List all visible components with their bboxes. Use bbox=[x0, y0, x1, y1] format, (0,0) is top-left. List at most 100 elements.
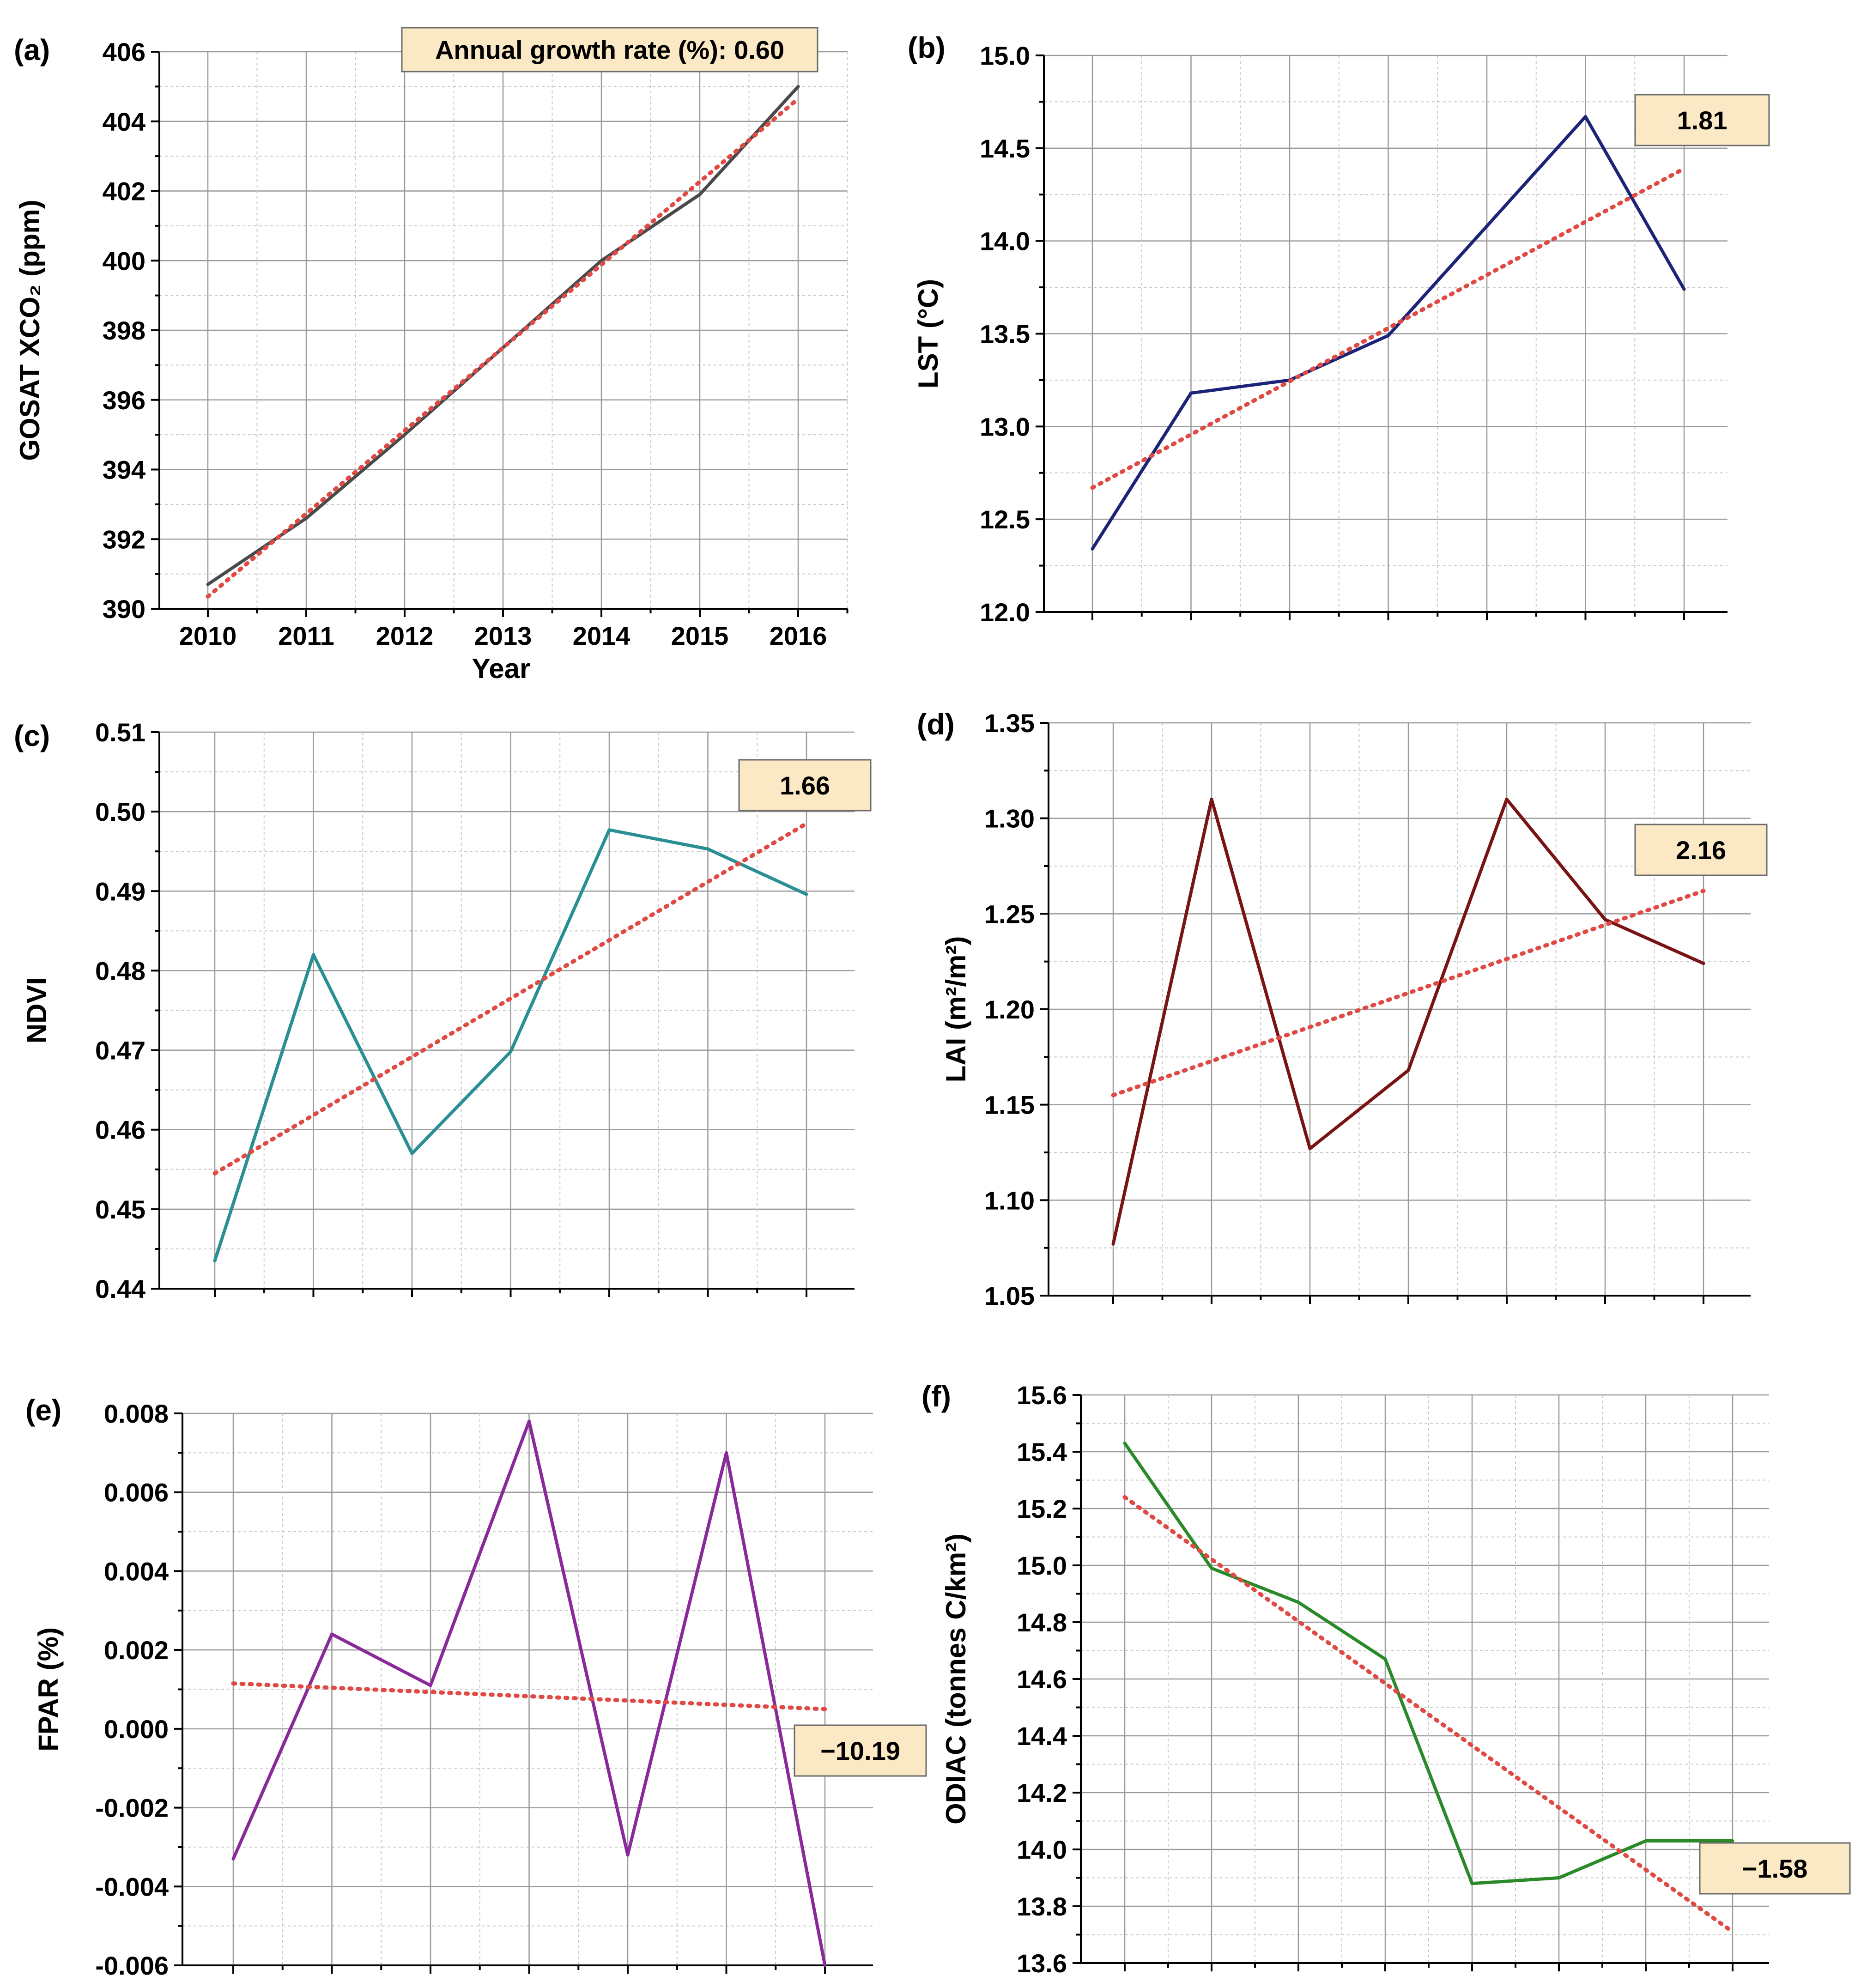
trend-line-a bbox=[206, 97, 800, 599]
growth-rate-label: 2.16 bbox=[1676, 836, 1726, 865]
y-tick-label: 0.50 bbox=[95, 797, 145, 826]
x-tick-label: 2012 bbox=[376, 621, 434, 650]
y-tick-label: -0.004 bbox=[95, 1872, 169, 1901]
x-tick-label: 2011 bbox=[278, 621, 334, 650]
y-tick-label: 0.004 bbox=[104, 1557, 169, 1586]
trend-line-e bbox=[231, 1681, 827, 1711]
y-tick-label: 14.5 bbox=[980, 134, 1030, 163]
growth-rate-label: −1.58 bbox=[1742, 1854, 1808, 1883]
growth-rate-label: Annual growth rate (%): 0.60 bbox=[435, 36, 784, 65]
data-point bbox=[1731, 1839, 1734, 1843]
growth-rate-box bbox=[794, 1724, 927, 1777]
data-point bbox=[698, 193, 702, 196]
growth-rate-box bbox=[1634, 824, 1768, 876]
x-tick-label: 2014 bbox=[573, 621, 630, 650]
data-point bbox=[1485, 224, 1489, 228]
y-tick-label: 404 bbox=[103, 107, 145, 136]
data-point bbox=[796, 85, 800, 88]
data-point bbox=[206, 582, 210, 586]
y-tick-label: 12.0 bbox=[980, 598, 1030, 627]
y-tick-label: 0.006 bbox=[104, 1478, 169, 1507]
data-point bbox=[1406, 1068, 1410, 1072]
y-tick-label: 13.0 bbox=[980, 412, 1030, 441]
y-tick-label: 0.000 bbox=[104, 1715, 169, 1744]
x-axis-title: Year bbox=[472, 653, 531, 684]
data-point bbox=[304, 516, 308, 520]
trend-line-c bbox=[212, 821, 809, 1176]
y-tick-label: 0.48 bbox=[95, 956, 145, 985]
x-tick-label: 2015 bbox=[671, 621, 729, 650]
y-tick-label: 0.002 bbox=[104, 1636, 169, 1665]
data-point bbox=[1505, 797, 1509, 801]
data-point bbox=[706, 847, 709, 851]
y-tick-label: 400 bbox=[103, 246, 145, 275]
y-tick-label: 15.2 bbox=[1017, 1494, 1067, 1523]
data-point bbox=[410, 1152, 414, 1155]
data-point bbox=[823, 1964, 827, 1967]
y-tick-label: 15.6 bbox=[1017, 1381, 1067, 1410]
y-tick-label: 396 bbox=[103, 386, 145, 415]
y-tick-label: 15.4 bbox=[1017, 1437, 1067, 1467]
data-point bbox=[509, 1050, 512, 1054]
data-point bbox=[429, 1684, 432, 1687]
panel-label: (b) bbox=[908, 31, 946, 64]
panel-label: (d) bbox=[917, 708, 955, 741]
data-point bbox=[1308, 1147, 1312, 1151]
y-tick-label: 14.0 bbox=[1017, 1835, 1067, 1864]
y-tick-label: 13.8 bbox=[1017, 1892, 1067, 1921]
growth-rate-box bbox=[1699, 1842, 1851, 1895]
y-tick-label: 15.0 bbox=[980, 41, 1030, 70]
panel-label: (e) bbox=[25, 1394, 61, 1427]
growth-rate-label: 1.66 bbox=[780, 771, 830, 800]
data-point bbox=[1123, 1442, 1127, 1445]
y-tick-label: 0.51 bbox=[95, 718, 145, 747]
panel-label: (a) bbox=[14, 33, 50, 67]
y-axis-title: NDVI bbox=[21, 977, 52, 1043]
data-point bbox=[1210, 797, 1213, 801]
y-tick-label: 14.8 bbox=[1017, 1608, 1067, 1637]
data-point bbox=[1557, 1876, 1561, 1879]
y-tick-label: 14.4 bbox=[1017, 1721, 1067, 1751]
y-tick-label: 12.5 bbox=[980, 505, 1030, 534]
data-point bbox=[725, 1451, 728, 1455]
y-axis-title: ODIAC (tonnes C/km²) bbox=[940, 1533, 971, 1824]
y-tick-label: 1.35 bbox=[984, 709, 1035, 738]
y-axis-title: LAI (m²/m²) bbox=[940, 936, 971, 1083]
data-point bbox=[1584, 115, 1587, 119]
y-tick-label: 394 bbox=[103, 455, 145, 485]
data-point bbox=[1644, 1839, 1648, 1843]
y-tick-label: 14.0 bbox=[980, 227, 1030, 256]
data-point bbox=[1091, 547, 1094, 551]
chart-panel-e: -0.006 -0.004 -0.002 0.000 0.002 0.004 0.006 0.… bbox=[25, 1394, 927, 1980]
data-point bbox=[312, 953, 315, 957]
data-point bbox=[1189, 391, 1193, 395]
data-point bbox=[1297, 1600, 1300, 1604]
x-tick-label: 2010 bbox=[179, 621, 237, 650]
growth-rate-box bbox=[1634, 94, 1770, 146]
data-point bbox=[1210, 1566, 1213, 1570]
y-tick-label: 14.2 bbox=[1017, 1778, 1067, 1807]
chart-panel-c: 0.44 0.45 0.46 0.47 0.48 0.49 0.50 0.51 NDVI (c) 1… bbox=[14, 718, 872, 1303]
y-tick-label: -0.006 bbox=[95, 1951, 169, 1980]
y-tick-label: -0.002 bbox=[95, 1794, 169, 1823]
data-point bbox=[626, 1853, 630, 1857]
y-tick-label: 0.47 bbox=[95, 1036, 145, 1065]
x-tick-label: 2016 bbox=[770, 621, 827, 650]
y-tick-label: 390 bbox=[103, 594, 145, 624]
panel-label: (f) bbox=[921, 1380, 951, 1413]
y-tick-label: 1.15 bbox=[984, 1091, 1035, 1120]
data-point bbox=[1603, 918, 1607, 921]
y-tick-label: 406 bbox=[103, 37, 145, 67]
y-tick-label: 0.44 bbox=[95, 1274, 145, 1303]
panel-label: (c) bbox=[14, 719, 50, 752]
series-line-f bbox=[1123, 1442, 1733, 1885]
y-tick-label: 15.0 bbox=[1017, 1551, 1067, 1580]
growth-rate-label: 1.81 bbox=[1677, 106, 1728, 135]
y-tick-label: 1.25 bbox=[984, 899, 1035, 928]
y-tick-label: 0.46 bbox=[95, 1115, 145, 1145]
growth-rate-box bbox=[738, 759, 872, 812]
trend-line-f bbox=[1122, 1495, 1735, 1934]
data-point bbox=[607, 828, 611, 832]
growth-rate-label: −10.19 bbox=[820, 1736, 900, 1765]
